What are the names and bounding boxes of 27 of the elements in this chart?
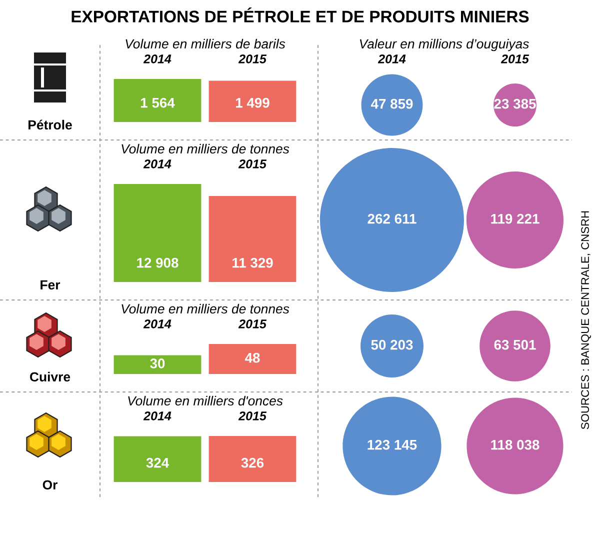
source-note: SOURCES : BANQUE CENTRALE, CNSRH <box>581 211 591 430</box>
data-label: 47 859 <box>370 98 413 109</box>
chart-subtitle: Volume en milliers de tonnes <box>122 304 290 314</box>
y-axis-title: Cuivre <box>30 372 70 382</box>
y-axis-title: Or <box>42 480 58 490</box>
chart-title: EXPORTATIONS DE PÉTROLE ET DE PRODUITS MINIERS <box>72 8 529 22</box>
data-label: 324 <box>146 458 170 468</box>
data-label: 12 908 <box>137 258 178 268</box>
y-axis-title: Pétrole <box>28 120 72 130</box>
data-label: 63 501 <box>494 340 536 350</box>
chart-subtitle: Volume en milliers de barils <box>126 38 286 49</box>
data-label: 48 <box>244 352 260 363</box>
data-label: 50 203 <box>371 340 413 350</box>
data-label: 326 <box>241 458 264 468</box>
data-label: 262 611 <box>368 214 416 224</box>
data-label: 119 221 <box>491 214 540 224</box>
data-label: 23 385 <box>494 98 536 109</box>
data-label: 30 <box>150 358 165 368</box>
data-label: 11 329 <box>232 258 273 268</box>
chart-subtitle: Volume en milliers de tonnes <box>122 144 290 154</box>
data-label: 1 564 <box>141 98 175 108</box>
y-axis-title: Fer <box>40 280 60 290</box>
chart-subtitle: Volume en milliers d'onces <box>128 396 283 406</box>
data-label: 1 499 <box>236 98 270 108</box>
text: Valeur en millions d’ouguiyas <box>360 38 529 52</box>
data-label: 123 145 <box>368 440 417 450</box>
data-label: 118 038 <box>491 440 540 450</box>
